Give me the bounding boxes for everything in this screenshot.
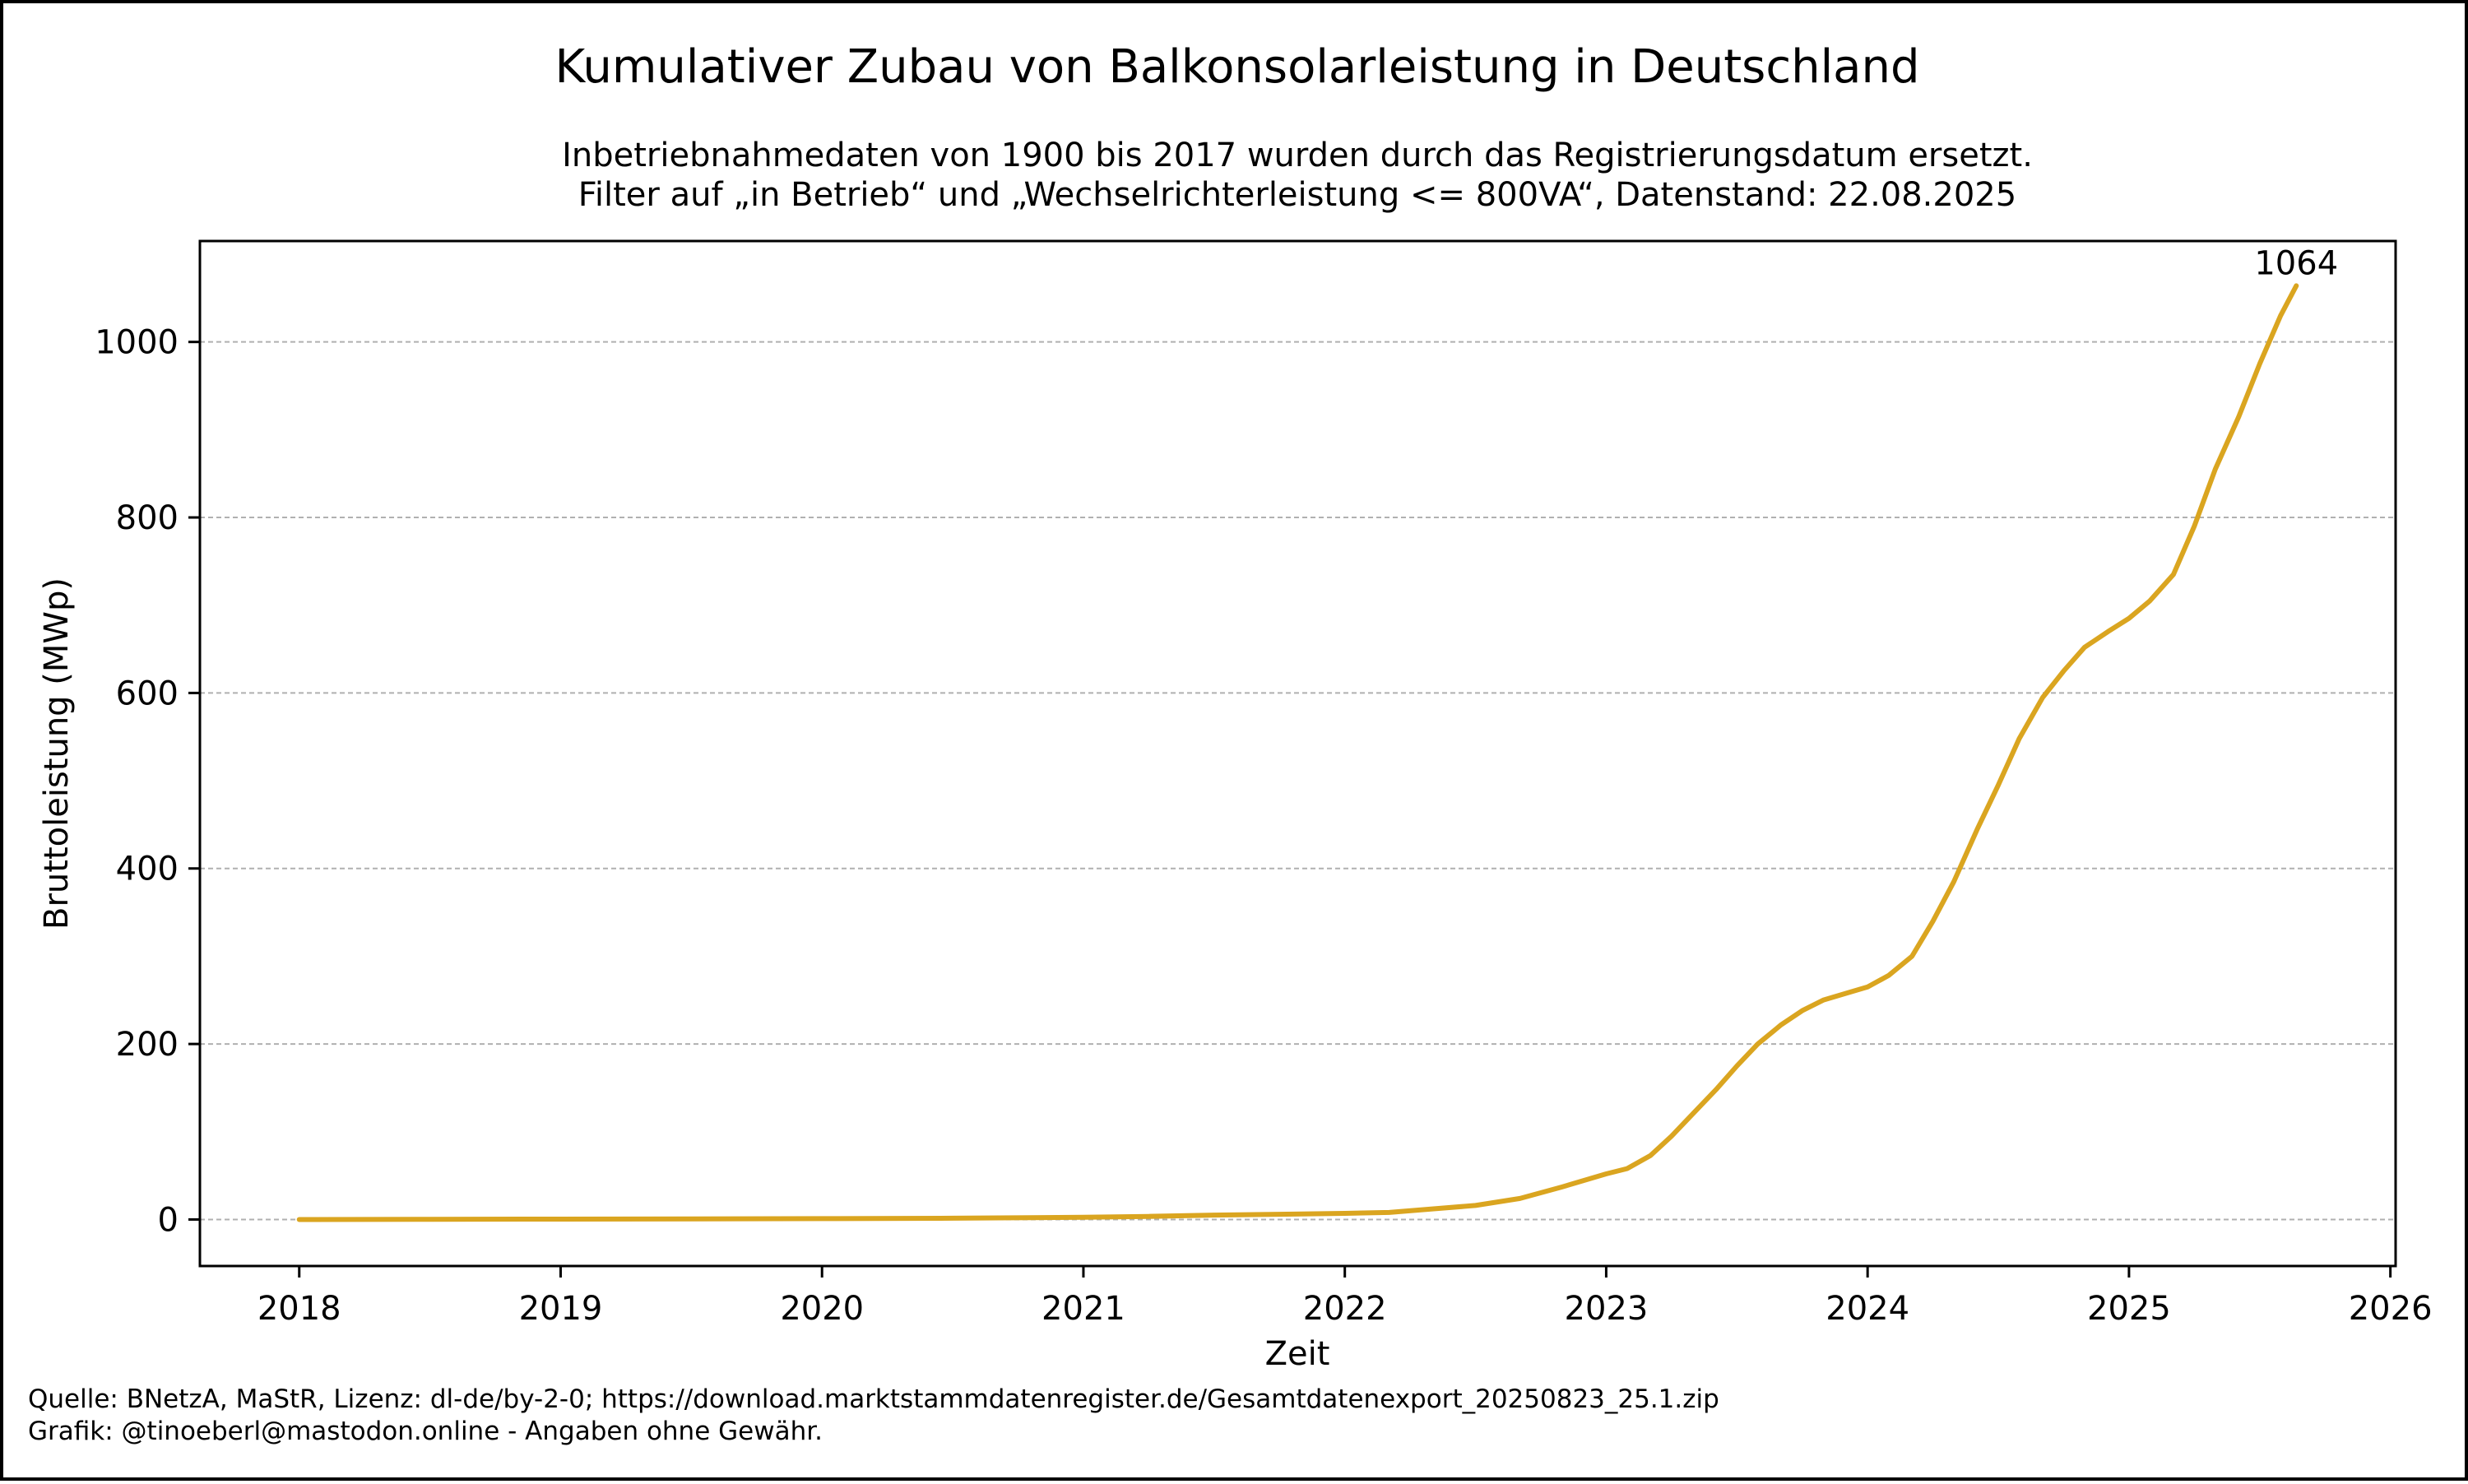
chart-title: Kumulativer Zubau von Balkonsolarleistun… <box>554 40 1919 94</box>
chart-subtitle-line-2: Filter auf „in Betrieb“ und „Wechselrich… <box>578 176 2016 214</box>
y-tick-label-1000: 1000 <box>95 324 179 362</box>
x-tick-label-2019: 2019 <box>519 1290 603 1328</box>
x-tick-label-2020: 2020 <box>780 1290 864 1328</box>
x-tick-label-2026: 2026 <box>2349 1290 2433 1328</box>
footer-source: Quelle: BNetzA, MaStR, Lizenz: dl-de/by-… <box>28 1384 1719 1414</box>
x-tick-label-2024: 2024 <box>1825 1290 1909 1328</box>
x-tick-label-2018: 2018 <box>257 1290 341 1328</box>
x-tick-label-2023: 2023 <box>1565 1290 1649 1328</box>
series-layer <box>296 283 2299 1222</box>
chart-subtitle-line-1: Inbetriebnahmedaten von 1900 bis 2017 wu… <box>562 137 2033 174</box>
annotation-label-0: 1064 <box>2254 244 2338 282</box>
y-tick-label-600: 600 <box>116 675 179 712</box>
x-axis-ticks: 2018 2019 2020 2021 2022 2023 2024 2025 2026 <box>257 1266 2433 1328</box>
annotations: 1064 <box>2254 244 2338 282</box>
y-axis-ticks: 0 200 400 600 800 1000 <box>95 324 200 1239</box>
y-tick-label-800: 800 <box>116 499 179 537</box>
y-tick-label-0: 0 <box>158 1201 179 1239</box>
grid-lines <box>200 341 2396 1221</box>
x-axis-label: Zeit <box>1265 1335 1330 1373</box>
x-tick-label-2025: 2025 <box>2087 1290 2171 1328</box>
footer-credit: Grafik: @tinoeberl@mastodon.online - Ang… <box>28 1417 823 1446</box>
y-axis-label: Bruttoleistung (MWp) <box>38 577 76 930</box>
y-tick-label-200: 200 <box>116 1026 179 1064</box>
chart-svg: Kumulativer Zubau von Balkonsolarleistun… <box>28 40 2433 1446</box>
y-tick-label-400: 400 <box>116 851 179 888</box>
x-tick-label-2022: 2022 <box>1303 1290 1387 1328</box>
series-line-0 <box>296 283 2299 1222</box>
plot-area-frame <box>198 239 2397 1268</box>
x-tick-label-2021: 2021 <box>1041 1290 1125 1328</box>
